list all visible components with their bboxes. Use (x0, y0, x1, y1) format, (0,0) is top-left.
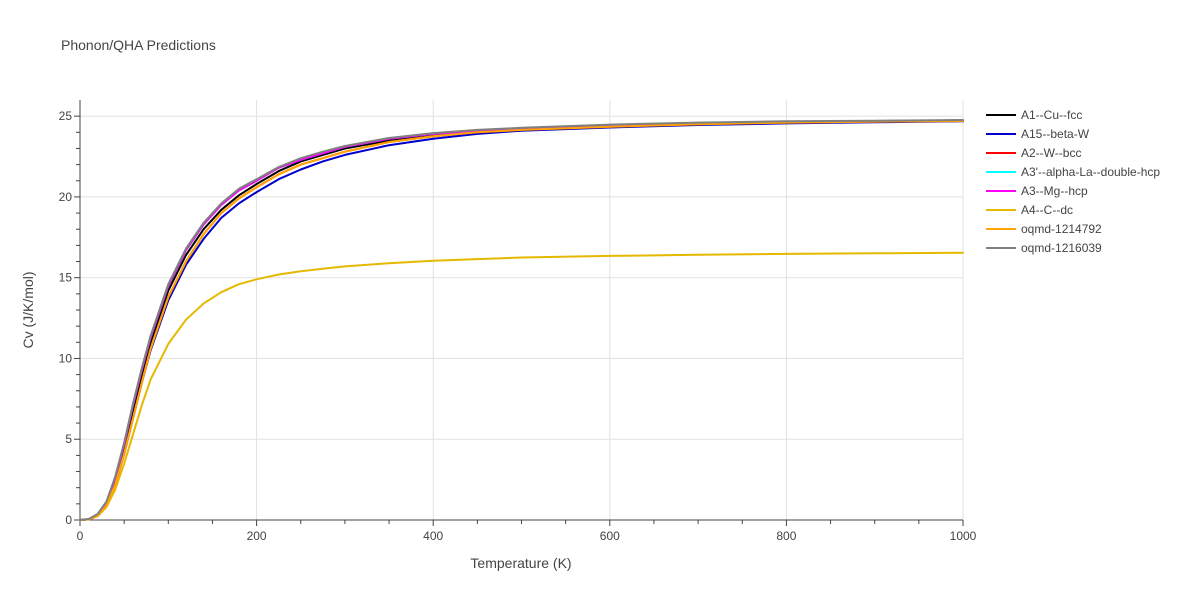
series-line-a4-c-dc (79, 251, 964, 521)
legend-item-a15-beta-w[interactable]: A15--beta-W (986, 127, 1090, 141)
y-tick-label: 20 (59, 190, 73, 204)
y-axis-title: Cv (J/K/mol) (20, 272, 36, 349)
x-tick-label: 200 (247, 529, 267, 543)
x-tick-label: 0 (77, 529, 84, 543)
legend-label: oqmd-1216039 (1021, 241, 1102, 255)
series-lines (79, 119, 964, 521)
legend-label: A3'--alpha-La--double-hcp (1021, 165, 1160, 179)
axes (74, 100, 964, 526)
x-tick-label: 800 (776, 529, 796, 543)
y-tick-label: 0 (65, 513, 72, 527)
legend-label: A2--W--bcc (1021, 146, 1081, 160)
y-tick-label: 5 (65, 432, 72, 446)
x-tick-label: 400 (423, 529, 443, 543)
legend-item-a1-cu-fcc[interactable]: A1--Cu--fcc (986, 108, 1082, 122)
legend-item-oqmd-1216039[interactable]: oqmd-1216039 (986, 241, 1102, 255)
x-tick-label: 1000 (950, 529, 977, 543)
legend-label: A1--Cu--fcc (1021, 108, 1082, 122)
series-line-a3-alpha-la-double-hcp (79, 119, 964, 521)
series-line-a15-beta-w (79, 120, 964, 521)
y-tick-label: 25 (59, 109, 73, 123)
series-line-a1-cu-fcc (79, 119, 964, 521)
legend-label: oqmd-1214792 (1021, 222, 1102, 236)
legend-item-a3-mg-hcp[interactable]: A3--Mg--hcp (986, 184, 1088, 198)
legend-label: A15--beta-W (1021, 127, 1090, 141)
legend-item-a4-c-dc[interactable]: A4--C--dc (986, 203, 1073, 217)
y-tick-label: 15 (59, 271, 73, 285)
legend-label: A4--C--dc (1021, 203, 1073, 217)
series-line-oqmd-1216039 (79, 119, 964, 521)
x-axis-title: Temperature (K) (470, 555, 571, 571)
legend-label: A3--Mg--hcp (1021, 184, 1088, 198)
tick-labels: 0 200 400 600 800 1000 0 5 10 15 20 25 (59, 109, 977, 543)
legend-item-oqmd-1214792[interactable]: oqmd-1214792 (986, 222, 1102, 236)
x-tick-label: 600 (600, 529, 620, 543)
series-line-oqmd-1214792 (79, 120, 964, 521)
legend-item-a2-w-bcc[interactable]: A2--W--bcc (986, 146, 1081, 160)
legend-item-a3-alpha-la-double-hcp[interactable]: A3'--alpha-La--double-hcp (986, 165, 1160, 179)
chart-title: Phonon/QHA Predictions (61, 37, 216, 53)
y-tick-label: 10 (59, 351, 73, 365)
series-line-a2-w-bcc (79, 120, 964, 521)
grid (80, 100, 964, 520)
legend[interactable]: A1--Cu--fcc A15--beta-W A2--W--bcc A3'--alp… (986, 108, 1160, 255)
series-line-a3-mg-hcp (79, 119, 964, 521)
